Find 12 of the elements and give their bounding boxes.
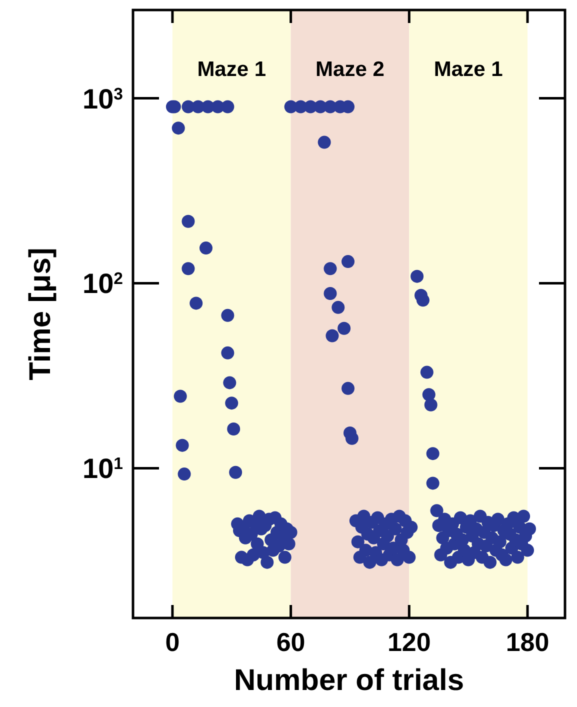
- y-tick-label: 10$^{3}$: [82, 83, 123, 114]
- x-tick-label: 0: [165, 627, 180, 657]
- x-axis-title: Number of trials: [234, 664, 464, 697]
- y-tick-label: 10$^{1}$: [82, 453, 123, 484]
- y-tick-label: 10$^{2}$: [82, 268, 123, 300]
- band-label: Maze 2: [316, 58, 384, 81]
- x-tick-label: 120: [387, 627, 431, 657]
- band-label: Maze 1: [434, 58, 504, 81]
- band-label: Maze 1: [197, 58, 266, 81]
- x-tick-label: 180: [506, 627, 550, 657]
- y-axis-title: Time [μs]: [24, 248, 57, 380]
- x-tick-label: 60: [276, 627, 306, 657]
